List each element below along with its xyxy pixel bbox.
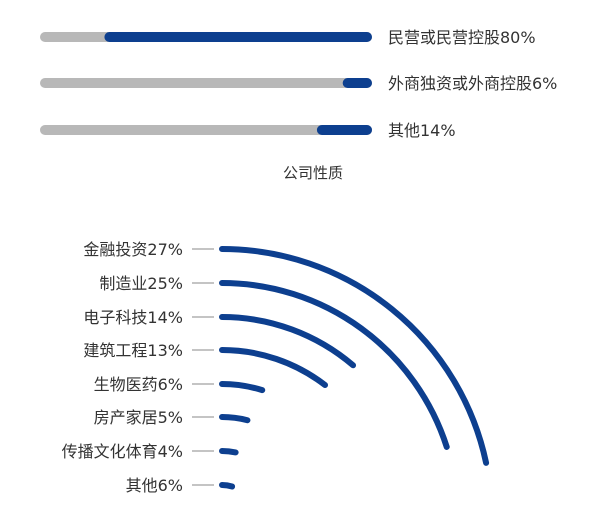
industry-arc	[219, 314, 357, 369]
industry-label: 制造业25%	[99, 274, 183, 293]
industry-radial-bar-chart: 金融投资27% 制造业25% 电子科技14% 建筑工程13% 生物医药6% 房产家居5% 传…	[62, 240, 490, 495]
industry-arc	[219, 347, 329, 389]
industry-label: 金融投资27%	[83, 240, 183, 259]
industry-arc	[219, 448, 239, 456]
industry-label: 建筑工程13%	[83, 341, 183, 360]
industry-label: 传播文化体育4%	[62, 442, 183, 461]
industry-arc	[219, 280, 450, 450]
industry-label: 其他6%	[126, 476, 183, 495]
industry-arc	[219, 481, 236, 490]
industry-label: 房产家居5%	[94, 408, 183, 427]
industry-arc	[219, 381, 266, 394]
industry-arc	[219, 413, 251, 424]
bar-label: 民营或民营控股80%	[388, 28, 536, 47]
bar-label: 其他14%	[388, 121, 456, 140]
industry-arc	[219, 246, 490, 466]
company-type-bar-chart: 民营或民营控股80% 外商独资或外商控股6% 其他14%	[40, 28, 557, 140]
industry-label: 生物医药6%	[94, 375, 183, 394]
chart-title: 公司性质	[283, 164, 343, 182]
industry-label: 电子科技14%	[83, 308, 183, 327]
bar-label: 外商独资或外商控股6%	[388, 74, 557, 93]
